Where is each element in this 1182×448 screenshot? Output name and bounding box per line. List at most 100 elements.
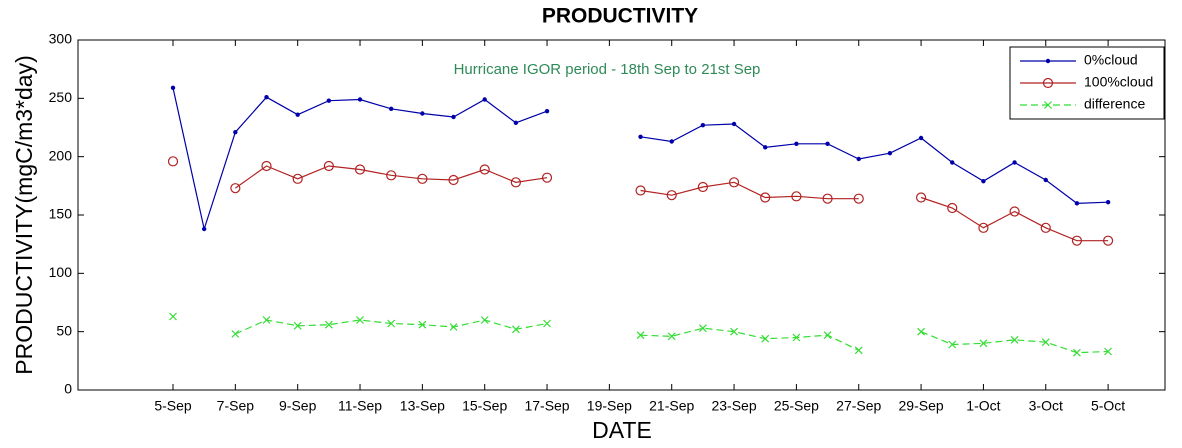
- data-point: [666, 190, 677, 201]
- x-tick-label: 23-Sep: [711, 398, 756, 414]
- x-tick-label: 7-Sep: [217, 398, 255, 414]
- x-tick-label: 27-Sep: [836, 398, 881, 414]
- data-point: [635, 185, 646, 196]
- data-point: [981, 178, 986, 184]
- y-tick-label: 50: [56, 322, 72, 338]
- data-point: [292, 173, 303, 184]
- x-tick-label: 17-Sep: [524, 398, 569, 414]
- data-point: [417, 173, 428, 184]
- data-point: [763, 145, 768, 150]
- data-point: [169, 312, 177, 321]
- data-point: [201, 226, 207, 232]
- x-axis-label: DATE: [592, 417, 652, 443]
- data-point: [918, 135, 924, 141]
- data-point: [1071, 235, 1083, 246]
- data-point: [822, 193, 833, 204]
- x-tick-label: 21-Sep: [649, 398, 694, 414]
- legend-label: 100%cloud: [1084, 74, 1153, 90]
- data-point: [357, 97, 363, 102]
- data-point: [264, 94, 269, 100]
- data-point: [480, 316, 489, 324]
- x-tick-label: 11-Sep: [338, 398, 382, 414]
- x-tick-label: 5-Sep: [154, 398, 192, 414]
- y-tick-label: 200: [49, 147, 73, 163]
- data-point: [230, 183, 241, 194]
- data-point: [354, 164, 366, 175]
- data-point: [449, 323, 458, 331]
- data-point: [420, 111, 425, 116]
- data-point: [231, 330, 240, 338]
- data-point: [978, 222, 989, 233]
- data-point: [698, 324, 707, 333]
- data-point: [794, 141, 799, 147]
- data-point: [856, 156, 861, 162]
- legend-marker: [1042, 77, 1054, 89]
- data-point: [728, 177, 740, 188]
- data-point: [451, 114, 456, 120]
- legend-label: difference: [1084, 96, 1145, 112]
- data-point: [295, 112, 300, 117]
- data-point: [1041, 338, 1050, 347]
- data-point: [479, 164, 490, 175]
- series-line: [234, 165, 1109, 242]
- data-point: [1105, 199, 1111, 205]
- data-point: [323, 160, 334, 172]
- data-point: [731, 121, 737, 127]
- x-tick-label: 13-Sep: [400, 398, 445, 414]
- x-tick-label: 25-Sep: [774, 398, 819, 414]
- x-tick-label: 5-Oct: [1091, 398, 1125, 414]
- data-point: [324, 320, 333, 329]
- data-point: [293, 321, 302, 330]
- data-point: [448, 174, 459, 186]
- y-tick-label: 250: [49, 89, 73, 105]
- data-point: [1040, 222, 1051, 233]
- data-point: [1010, 335, 1019, 344]
- data-point: [1074, 201, 1080, 206]
- y-tick-label: 150: [49, 206, 73, 222]
- legend-marker: [1045, 58, 1051, 64]
- data-point: [1073, 348, 1081, 357]
- x-tick-label: 1-Oct: [966, 398, 1000, 414]
- data-point: [262, 316, 271, 324]
- x-tick-label: 9-Sep: [279, 398, 317, 414]
- data-point: [167, 156, 179, 167]
- data-point: [388, 106, 394, 112]
- data-point: [947, 202, 958, 214]
- data-point: [1043, 177, 1048, 183]
- x-tick-label: 3-Oct: [1029, 398, 1063, 414]
- data-point: [825, 141, 830, 147]
- data-point: [669, 139, 674, 144]
- annotation: Hurricane IGOR period - 18th Sep to 21st…: [454, 61, 761, 78]
- data-point: [513, 120, 519, 126]
- data-point: [482, 97, 487, 102]
- data-point: [1104, 347, 1113, 356]
- y-tick-label: 0: [64, 381, 72, 397]
- data-point: [700, 122, 706, 128]
- data-point: [326, 98, 332, 103]
- data-point: [853, 193, 864, 204]
- data-point: [917, 327, 926, 336]
- data-point: [792, 333, 801, 342]
- legend-label: 0%cloud: [1084, 52, 1138, 68]
- data-point: [170, 85, 176, 91]
- data-point: [1012, 160, 1017, 165]
- data-point: [667, 332, 676, 341]
- data-point: [387, 319, 396, 328]
- data-point: [636, 331, 645, 340]
- data-point: [541, 172, 553, 183]
- y-tick-label: 100: [49, 264, 73, 280]
- data-point: [948, 340, 957, 349]
- data-point: [697, 181, 708, 193]
- data-point: [1009, 206, 1020, 217]
- data-point: [418, 320, 427, 329]
- x-tick-label: 19-Sep: [587, 398, 632, 414]
- data-point: [887, 150, 893, 156]
- data-point: [386, 170, 397, 181]
- data-point: [356, 316, 364, 324]
- data-point: [854, 346, 863, 355]
- x-tick-label: 29-Sep: [899, 398, 944, 414]
- data-point: [261, 160, 272, 172]
- data-point: [950, 160, 955, 165]
- legend-marker: [1044, 101, 1052, 109]
